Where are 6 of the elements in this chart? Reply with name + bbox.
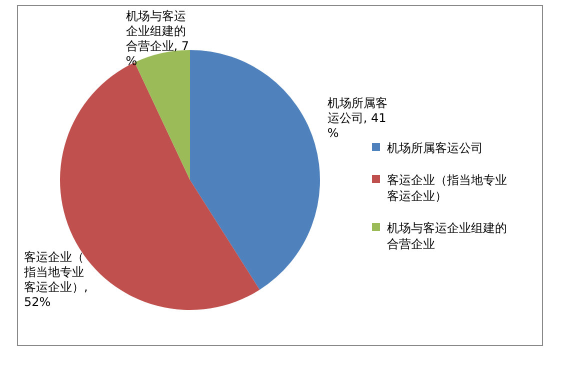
data-label: 客运企业（指当地专业客运企业）, 52%	[23, 250, 88, 309]
data-label: 机场所属客运公司, 41%	[327, 96, 388, 140]
data-label: 机场与客运企业组建的合营企业, 7%	[126, 9, 190, 68]
legend-label: 机场所属客运公司	[387, 141, 483, 155]
legend-label: 客运企业（指当地专业客运企业）	[387, 173, 507, 203]
legend-label: 机场与客运企业组建的合营企业	[387, 221, 507, 251]
